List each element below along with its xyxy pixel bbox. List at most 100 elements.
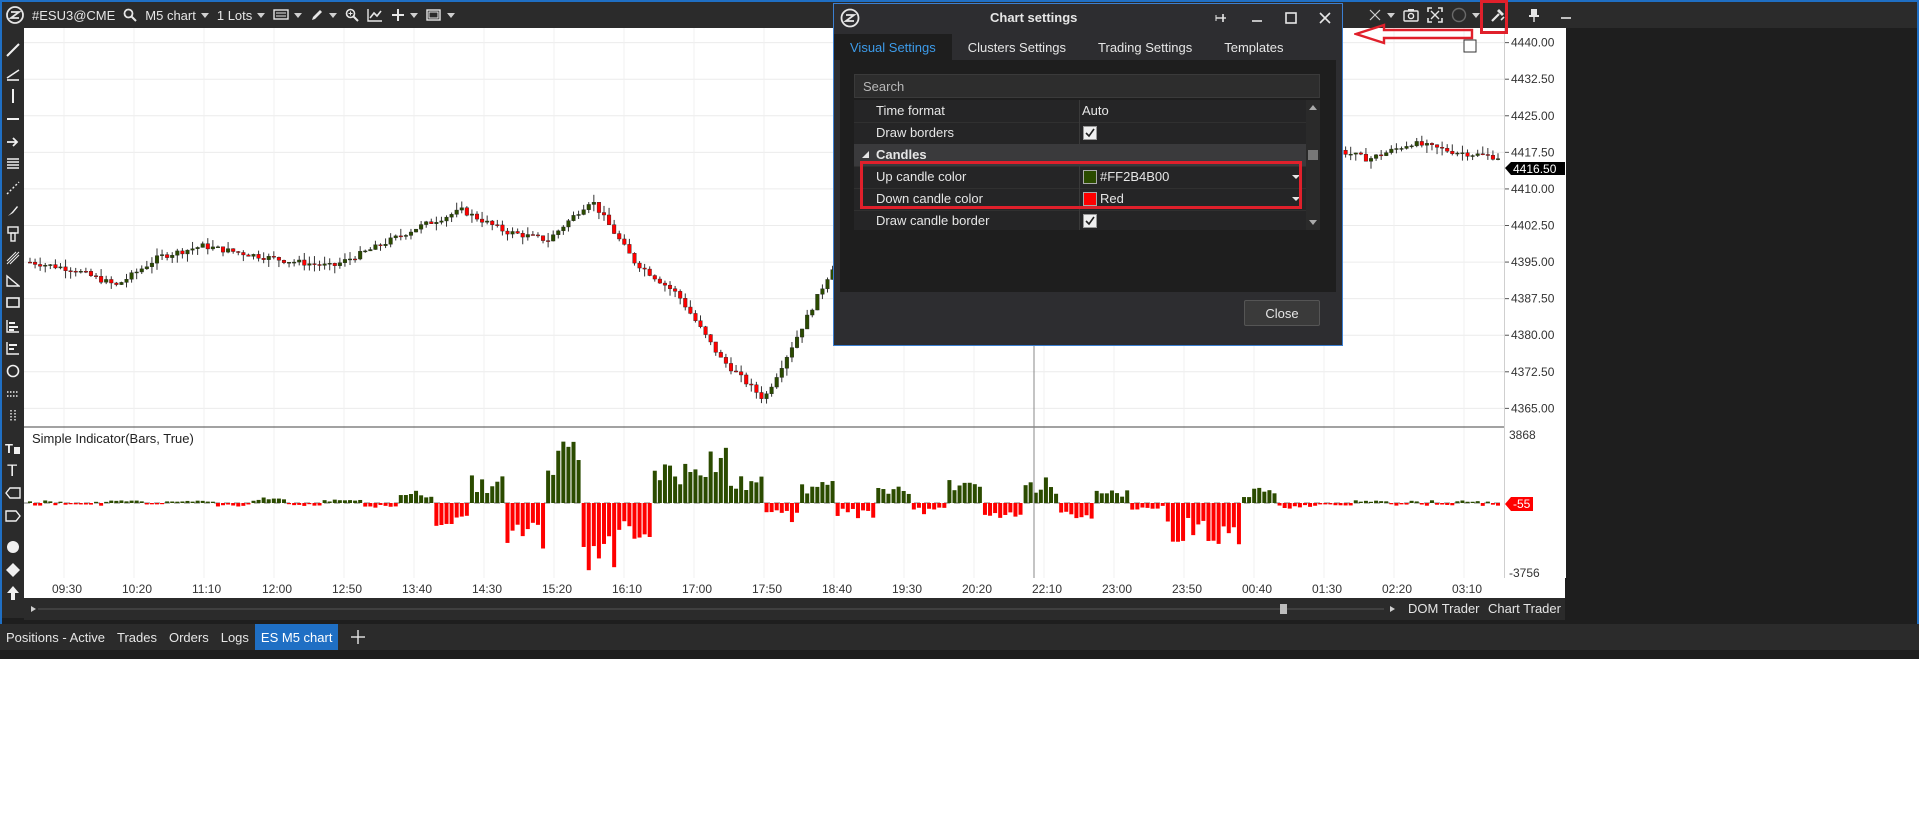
symbol-search-icon[interactable] [119, 2, 141, 28]
indicator-bar [1389, 503, 1394, 505]
keyboard-trading-button[interactable] [269, 2, 306, 28]
pin-icon[interactable] [1524, 2, 1544, 28]
ray-tool-icon[interactable] [5, 66, 21, 82]
price-axis[interactable]: 4440.00 4432.50 4425.00 4417.50 4410.00 4402.… [1504, 28, 1566, 580]
scroll-thumb[interactable] [1280, 604, 1287, 614]
connection-status-icon[interactable] [1447, 2, 1484, 28]
rectangle-tool-icon[interactable] [5, 294, 21, 310]
volume-profile-icon[interactable] [5, 318, 21, 334]
chevron-down-icon[interactable] [1292, 175, 1300, 179]
candle-body [256, 254, 261, 259]
property-row-up-candle-color[interactable]: Up candle color #FF2B4B00 [854, 166, 1306, 189]
circle-marker-icon[interactable] [5, 539, 21, 555]
lots-dropdown[interactable]: 1 Lots [213, 2, 269, 28]
tab-logs[interactable]: Logs [220, 629, 249, 645]
screenshot-icon[interactable] [1399, 2, 1423, 28]
brush-icon[interactable] [5, 203, 21, 219]
scroll-up-icon[interactable] [1309, 105, 1317, 110]
profile-tool-icon[interactable] [5, 340, 21, 356]
candle-body [190, 248, 195, 251]
pitchfork-icon[interactable] [5, 250, 21, 266]
dotted-vertical-icon[interactable] [5, 408, 21, 424]
app-logo-icon[interactable] [2, 2, 28, 28]
draw-candle-border-checkbox[interactable] [1083, 214, 1097, 228]
indicator-bar [520, 503, 525, 537]
candle-body [1414, 141, 1419, 147]
scroll-thumb[interactable] [1308, 150, 1318, 160]
indicators-icon[interactable] [363, 2, 387, 28]
fibonacci-icon[interactable] [5, 156, 21, 172]
chart-trader-button[interactable]: Chart Trader [1488, 601, 1561, 616]
property-row-draw-borders[interactable]: Draw borders [854, 122, 1306, 145]
tab-positions-active[interactable]: Positions - Active [6, 629, 105, 645]
dialog-close-icon[interactable] [1318, 11, 1332, 25]
tab-templates[interactable]: Templates [1224, 39, 1284, 55]
indicator-bar [419, 495, 424, 503]
indicator-bar [556, 450, 561, 503]
tab-es-m5-chart[interactable]: ES M5 chart [254, 624, 339, 650]
layout-button[interactable] [422, 2, 459, 28]
triangle-tool-icon[interactable] [5, 272, 21, 288]
collapse-triangle-icon[interactable] [862, 151, 870, 159]
zoom-icon[interactable] [341, 2, 363, 28]
chart-corner-icon[interactable] [1463, 39, 1477, 53]
line-tool-icon[interactable] [5, 42, 21, 58]
dom-trader-button[interactable]: DOM Trader [1408, 601, 1480, 616]
tab-clusters-settings[interactable]: Clusters Settings [967, 39, 1067, 55]
symbol-label[interactable]: #ESU3@CME [32, 7, 116, 23]
property-row-time-format[interactable]: Time format Auto [854, 100, 1306, 123]
minimize-icon[interactable] [1556, 2, 1576, 28]
indicator-bar [68, 503, 73, 505]
chevron-down-icon[interactable] [1292, 197, 1300, 201]
tab-trades[interactable]: Trades [117, 629, 157, 645]
dialog-pin-icon[interactable] [1214, 11, 1228, 25]
indicator-bar [916, 503, 921, 508]
property-grid-scrollbar[interactable] [1306, 100, 1320, 230]
cursor-mode-icon[interactable] [1364, 2, 1399, 28]
arrow-tool-icon[interactable] [5, 134, 21, 150]
chart-type-label: M5 chart [145, 7, 196, 23]
property-row-draw-candle-border[interactable]: Draw candle border [854, 210, 1306, 230]
drawing-pen-button[interactable] [306, 2, 341, 28]
add-tab-icon[interactable] [338, 624, 378, 650]
scroll-down-icon[interactable] [1309, 220, 1317, 225]
up-color-value[interactable]: #FF2B4B00 [1100, 169, 1170, 184]
indicator-bar [1059, 503, 1064, 513]
horizontal-line-icon[interactable] [5, 110, 21, 126]
chart-settings-icon[interactable] [1486, 2, 1510, 28]
settings-search-input[interactable]: Search [854, 74, 1320, 98]
dialog-title-bar[interactable]: Chart settings [834, 4, 1342, 32]
tab-orders[interactable]: Orders [168, 629, 209, 645]
time-axis[interactable]: 09:30 10:20 11:10 12:00 12:50 13:40 14:30 15:20… [24, 578, 1565, 598]
vertical-line-icon[interactable] [5, 88, 21, 104]
scroll-left-icon[interactable] [31, 606, 36, 612]
diamond-marker-icon[interactable] [5, 562, 21, 578]
tab-trading-settings[interactable]: Trading Settings [1098, 39, 1193, 55]
arrow-up-marker-icon[interactable] [5, 585, 21, 601]
text-box-icon[interactable]: T [5, 440, 21, 456]
indicator-bar [815, 486, 820, 503]
svg-text:T: T [7, 462, 17, 478]
price-label-icon[interactable] [5, 508, 21, 524]
label-tool-icon[interactable] [5, 485, 21, 501]
property-row-down-candle-color[interactable]: Down candle color Red [854, 188, 1306, 211]
ellipse-tool-icon[interactable] [5, 363, 21, 379]
trend-channel-icon[interactable] [5, 180, 21, 196]
scroll-right-icon[interactable] [1390, 606, 1395, 612]
indicator-bar [1470, 501, 1475, 503]
indicator-bar [1262, 491, 1267, 503]
tab-visual-settings[interactable]: Visual Settings [834, 34, 952, 60]
down-color-value[interactable]: Red [1100, 191, 1124, 206]
dialog-minimize-icon[interactable] [1250, 11, 1264, 25]
dotted-line-icon[interactable] [5, 386, 21, 402]
fullscreen-icon[interactable] [1423, 2, 1447, 28]
chart-type-dropdown[interactable]: M5 chart [141, 2, 213, 28]
dialog-maximize-icon[interactable] [1284, 11, 1298, 25]
time-format-value[interactable]: Auto [1082, 103, 1109, 118]
draw-borders-checkbox[interactable] [1083, 126, 1097, 140]
add-crosshair-button[interactable] [387, 2, 422, 28]
section-candles[interactable]: Candles [854, 144, 1306, 167]
ruler-icon[interactable] [5, 226, 21, 242]
close-button[interactable]: Close [1244, 300, 1320, 326]
text-tool-icon[interactable]: T [5, 462, 21, 478]
